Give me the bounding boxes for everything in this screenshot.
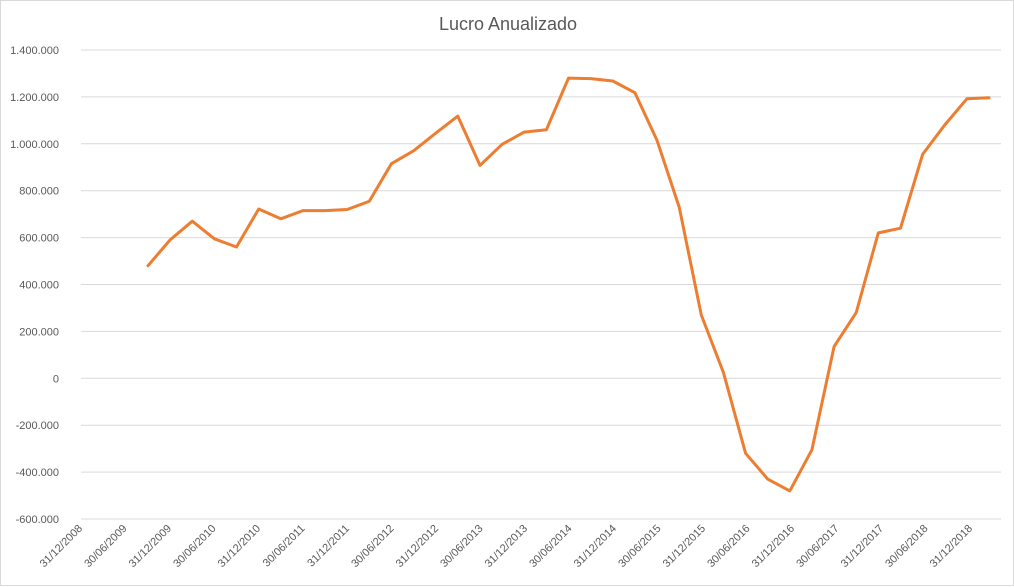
y-tick-label: -400.000 [16,467,59,479]
x-tick-label: 31/12/2010 [216,523,263,570]
x-tick-label: 30/06/2009 [82,523,129,570]
x-tick-label: 30/06/2011 [261,523,308,570]
y-tick-label: 0 [53,373,59,385]
gridlines [81,49,1001,520]
y-axis-tick-labels: 1.400.000 1.200.000 1.000.000 800.000 600.00… [10,45,59,526]
y-tick-label: 600.000 [19,233,59,245]
x-tick-label: 31/12/2015 [661,523,708,570]
series-lines [146,76,991,493]
y-tick-label: -600.000 [16,514,59,526]
x-tick-label: 30/06/2013 [438,523,485,570]
x-tick-label: 30/06/2010 [171,523,218,570]
y-tick-label: 800.000 [19,186,59,198]
x-tick-label: 31/12/2018 [928,523,975,570]
chart-title: Lucro Anualizado [439,14,577,34]
y-tick-label: 1.000.000 [10,139,59,151]
y-tick-label: 1.400.000 [10,45,59,57]
y-tick-label: -200.000 [16,420,59,432]
x-tick-label: 31/12/2009 [127,523,174,570]
x-tick-label: 30/06/2016 [705,523,752,570]
x-tick-label: 31/12/2013 [483,523,530,570]
x-axis-tick-labels: 31/12/200830/06/200931/12/200930/06/2010… [38,523,975,570]
y-tick-label: 1.200.000 [10,92,59,104]
x-tick-label: 31/12/2008 [38,523,85,570]
x-tick-label: 31/12/2017 [839,523,886,570]
x-tick-label: 30/06/2012 [349,523,396,570]
x-tick-label: 30/06/2015 [616,523,663,570]
y-tick-label: 200.000 [19,326,59,338]
x-tick-label: 30/06/2017 [794,523,841,570]
x-tick-label: 30/06/2018 [883,523,930,570]
x-tick-label: 31/12/2016 [750,523,797,570]
x-tick-label: 30/06/2014 [527,523,574,570]
series-line [146,76,991,493]
x-tick-label: 31/12/2011 [305,523,352,570]
x-tick-label: 31/12/2014 [572,523,619,570]
x-tick-label: 31/12/2012 [394,523,441,570]
y-tick-label: 400.000 [19,280,59,292]
